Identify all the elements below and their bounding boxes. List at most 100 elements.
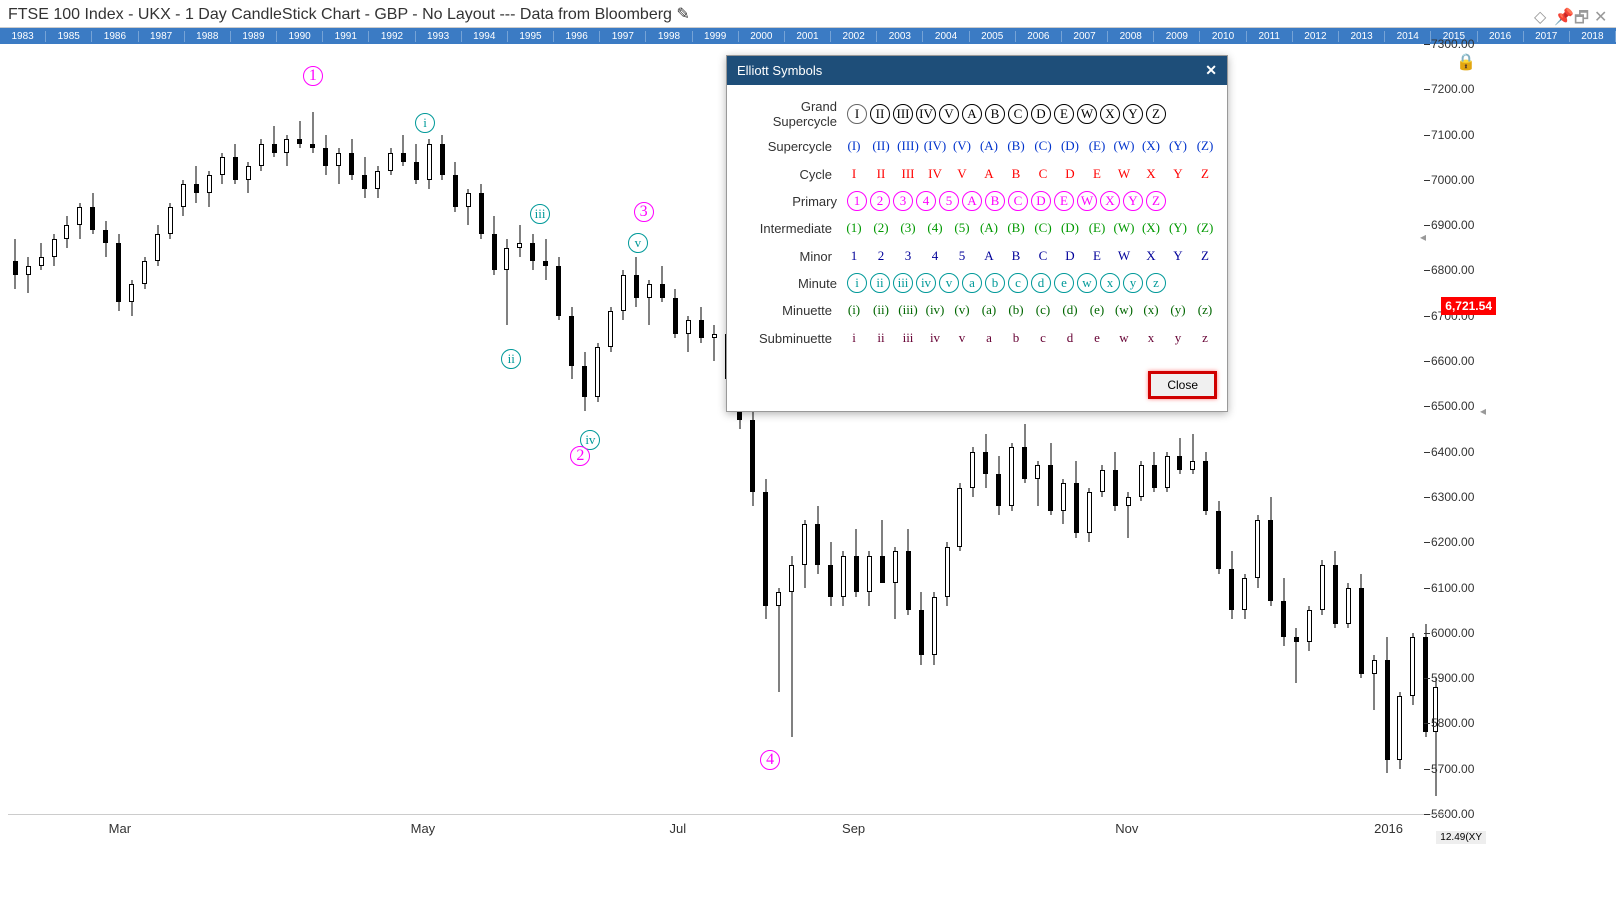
elliott-symbol[interactable]: 2 <box>869 245 893 267</box>
elliott-symbol[interactable]: (C) <box>1031 135 1055 157</box>
elliott-symbol[interactable]: III <box>893 104 913 124</box>
timeline-year[interactable]: 2013 <box>1339 31 1385 42</box>
elliott-symbol[interactable]: (z) <box>1193 299 1217 321</box>
elliott-symbol[interactable]: 1 <box>842 245 866 267</box>
elliott-symbol[interactable]: (a) <box>977 299 1001 321</box>
elliott-symbol[interactable]: (i) <box>842 299 866 321</box>
elliott-symbol[interactable]: II <box>870 104 890 124</box>
elliott-symbol[interactable]: Y <box>1123 191 1143 211</box>
elliott-symbol[interactable]: (D) <box>1058 135 1082 157</box>
elliott-symbol[interactable]: z <box>1193 327 1217 349</box>
elliott-wave-annotation[interactable]: 2 <box>570 446 590 466</box>
elliott-symbol[interactable]: (Y) <box>1166 135 1190 157</box>
elliott-symbol[interactable]: IV <box>923 163 947 185</box>
elliott-symbol[interactable]: (Z) <box>1193 135 1217 157</box>
elliott-symbol[interactable]: III <box>896 163 920 185</box>
elliott-symbol[interactable]: (X) <box>1139 135 1163 157</box>
timeline-year[interactable]: 1983 <box>0 31 46 42</box>
elliott-symbol[interactable]: Z <box>1193 245 1217 267</box>
timeline-year[interactable]: 1989 <box>231 31 277 42</box>
lock-icon[interactable]: 🔒 <box>1456 52 1476 72</box>
elliott-symbol[interactable]: (3) <box>896 217 920 239</box>
elliott-symbol[interactable]: B <box>1004 163 1028 185</box>
timeline-year[interactable]: 2007 <box>1062 31 1108 42</box>
timeline-year[interactable]: 1997 <box>600 31 646 42</box>
timeline-ruler[interactable]: 1983198519861987198819891990199119921993… <box>0 28 1616 44</box>
elliott-symbol[interactable]: (2) <box>869 217 893 239</box>
elliott-symbol[interactable]: i <box>847 273 867 293</box>
timeline-year[interactable]: 1994 <box>462 31 508 42</box>
elliott-symbol[interactable]: B <box>985 104 1005 124</box>
elliott-symbol[interactable]: E <box>1054 191 1074 211</box>
elliott-symbol[interactable]: (B) <box>1004 217 1028 239</box>
elliott-symbol[interactable]: (I) <box>842 135 866 157</box>
elliott-symbol[interactable]: (b) <box>1004 299 1028 321</box>
timeline-year[interactable]: 2000 <box>739 31 785 42</box>
elliott-symbol[interactable]: (W) <box>1112 135 1136 157</box>
elliott-symbol[interactable]: (B) <box>1004 135 1028 157</box>
elliott-symbol[interactable]: i <box>842 327 866 349</box>
popout-icon[interactable]: 🗗 <box>1574 7 1588 21</box>
elliott-symbol[interactable]: 1 <box>847 191 867 211</box>
elliott-symbol[interactable]: IV <box>916 104 936 124</box>
timeline-year[interactable]: 2009 <box>1154 31 1200 42</box>
timeline-year[interactable]: 2006 <box>1016 31 1062 42</box>
timeline-year[interactable]: 1987 <box>139 31 185 42</box>
elliott-symbol[interactable]: iii <box>896 327 920 349</box>
timeline-year[interactable]: 2018 <box>1570 31 1616 42</box>
elliott-symbol[interactable]: (c) <box>1031 299 1055 321</box>
timeline-year[interactable]: 2004 <box>923 31 969 42</box>
elliott-symbol[interactable]: B <box>985 191 1005 211</box>
elliott-symbol[interactable]: (E) <box>1085 135 1109 157</box>
timeline-year[interactable]: 2014 <box>1385 31 1431 42</box>
elliott-symbol[interactable]: v <box>939 273 959 293</box>
elliott-symbol[interactable]: A <box>977 245 1001 267</box>
elliott-symbol[interactable]: Z <box>1146 191 1166 211</box>
elliott-symbol[interactable]: e <box>1085 327 1109 349</box>
elliott-symbol[interactable]: c <box>1031 327 1055 349</box>
elliott-symbol[interactable]: d <box>1058 327 1082 349</box>
dialog-titlebar[interactable]: Elliott Symbols ✕ <box>727 56 1227 85</box>
elliott-symbol[interactable]: Y <box>1166 245 1190 267</box>
elliott-symbol[interactable]: I <box>847 104 867 124</box>
elliott-symbol[interactable]: v <box>950 327 974 349</box>
elliott-symbol[interactable]: (1) <box>842 217 866 239</box>
elliott-symbol[interactable]: Y <box>1123 104 1143 124</box>
elliott-symbol[interactable]: c <box>1008 273 1028 293</box>
elliott-symbol[interactable]: X <box>1139 245 1163 267</box>
elliott-symbol[interactable]: E <box>1085 163 1109 185</box>
elliott-symbol[interactable]: (d) <box>1058 299 1082 321</box>
elliott-symbol[interactable]: C <box>1031 245 1055 267</box>
elliott-symbol[interactable]: (X) <box>1139 217 1163 239</box>
elliott-symbol[interactable]: x <box>1139 327 1163 349</box>
elliott-symbol[interactable]: x <box>1100 273 1120 293</box>
timeline-year[interactable]: 2001 <box>785 31 831 42</box>
elliott-symbol[interactable]: C <box>1008 191 1028 211</box>
timeline-year[interactable]: 1995 <box>508 31 554 42</box>
collapse-right-arrow[interactable]: ◂ <box>1420 230 1426 244</box>
close-button[interactable]: Close <box>1148 371 1217 399</box>
elliott-symbol[interactable]: D <box>1058 163 1082 185</box>
elliott-symbol[interactable]: D <box>1031 104 1051 124</box>
elliott-symbol[interactable]: W <box>1077 104 1097 124</box>
elliott-symbol[interactable]: y <box>1123 273 1143 293</box>
pin-icon[interactable]: 📌 <box>1554 7 1568 21</box>
elliott-symbol[interactable]: a <box>962 273 982 293</box>
elliott-symbol[interactable]: (x) <box>1139 299 1163 321</box>
elliott-symbol[interactable]: V <box>950 163 974 185</box>
elliott-symbol[interactable]: y <box>1166 327 1190 349</box>
elliott-wave-annotation[interactable]: 4 <box>760 750 780 770</box>
elliott-symbol[interactable]: (C) <box>1031 217 1055 239</box>
elliott-symbol[interactable]: (ii) <box>869 299 893 321</box>
timeline-year[interactable]: 1992 <box>369 31 415 42</box>
elliott-symbol[interactable]: a <box>977 327 1001 349</box>
elliott-symbol[interactable]: X <box>1100 191 1120 211</box>
timeline-year[interactable]: 1985 <box>46 31 92 42</box>
collapse-left-arrow[interactable]: ◂ <box>1480 404 1486 418</box>
close-icon[interactable]: ✕ <box>1594 7 1608 21</box>
timeline-year[interactable]: 2010 <box>1200 31 1246 42</box>
elliott-symbol[interactable]: (II) <box>869 135 893 157</box>
elliott-symbol[interactable]: (5) <box>950 217 974 239</box>
elliott-symbol[interactable]: (D) <box>1058 217 1082 239</box>
elliott-symbol[interactable]: (IV) <box>923 135 947 157</box>
